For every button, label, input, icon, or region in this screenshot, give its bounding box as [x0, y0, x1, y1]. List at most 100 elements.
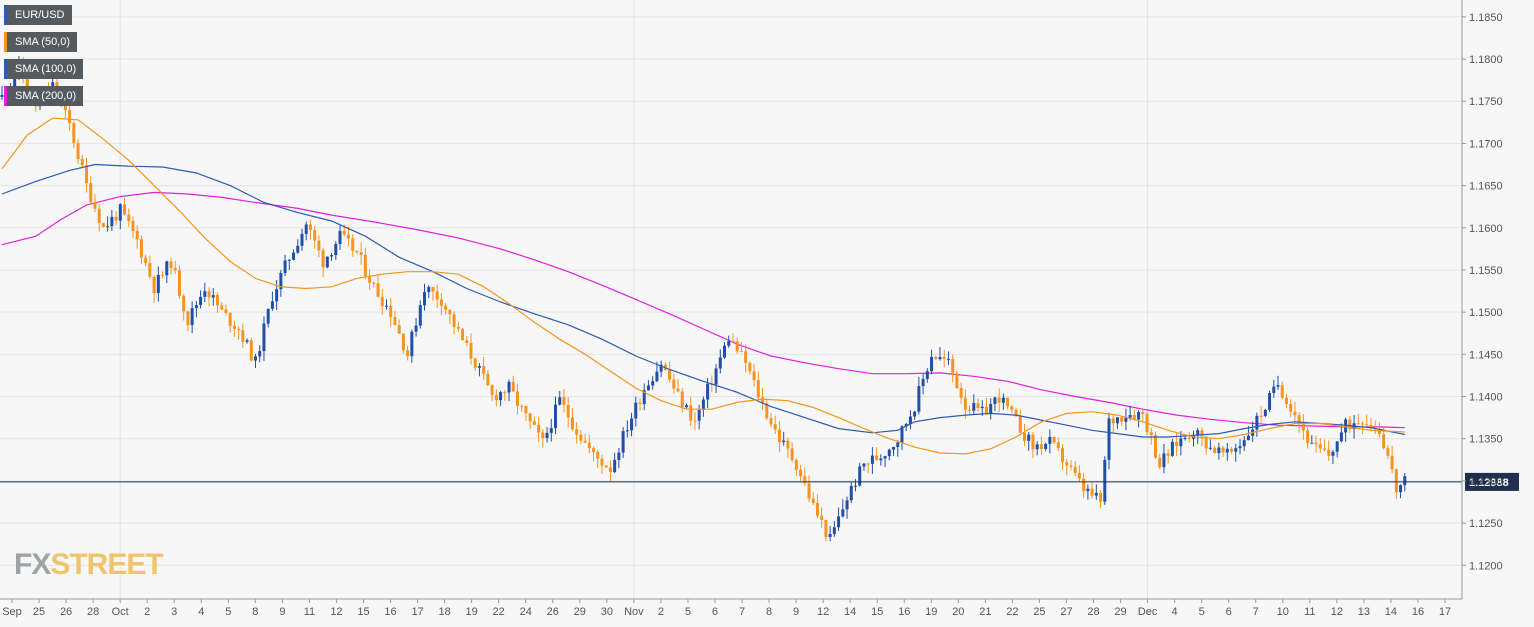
candle-body	[351, 238, 355, 251]
candle-body	[1394, 469, 1398, 493]
candle-body	[913, 411, 917, 417]
candle-body	[549, 428, 553, 433]
candle	[135, 225, 139, 249]
candle-body	[503, 392, 507, 394]
candle	[169, 257, 173, 275]
candle	[1301, 414, 1305, 441]
candle-body	[431, 287, 435, 292]
candle-body	[993, 397, 997, 404]
candle-body	[165, 261, 169, 276]
candle-body	[997, 397, 1001, 403]
candle-body	[228, 312, 232, 326]
candle	[959, 382, 963, 404]
candle-body	[579, 434, 583, 441]
legend-item-eurusd[interactable]: EUR/USD	[4, 5, 72, 25]
candle	[1187, 431, 1191, 443]
candle-body	[587, 442, 591, 449]
candle	[190, 301, 194, 334]
candle	[477, 363, 481, 377]
candle-body	[1086, 488, 1090, 492]
legend-item-sma200[interactable]: SMA (200,0)	[4, 86, 84, 106]
candle	[262, 316, 266, 361]
candle	[925, 368, 929, 383]
candle-body	[279, 273, 283, 290]
candle	[904, 422, 908, 432]
candle-body	[85, 165, 89, 184]
candle-body	[1052, 436, 1056, 443]
candle-body	[477, 366, 481, 368]
candle	[224, 304, 228, 316]
candle-body	[511, 381, 515, 392]
candle-body	[676, 388, 680, 392]
candle	[541, 429, 545, 448]
candle	[537, 417, 541, 442]
candle-body	[799, 469, 803, 477]
x-tick-label: 17	[1439, 606, 1451, 618]
candle	[249, 337, 253, 362]
candle-body	[275, 289, 279, 302]
candle	[532, 416, 536, 426]
candle-body	[1293, 411, 1297, 416]
candle-body	[1339, 432, 1343, 442]
candle	[401, 333, 405, 354]
candle	[837, 507, 841, 531]
candle	[777, 421, 781, 453]
candle-body	[97, 208, 101, 224]
x-tick-label: 14	[844, 606, 856, 618]
candle-body	[1107, 418, 1111, 460]
candle-body	[1090, 488, 1094, 496]
candle-body	[875, 455, 879, 461]
candle-body	[980, 406, 984, 409]
candle-body	[237, 328, 241, 331]
candle-body	[786, 440, 790, 449]
candle-body	[1061, 448, 1065, 463]
candle	[321, 247, 325, 278]
candle-body	[1073, 466, 1077, 473]
candle-body	[106, 226, 110, 228]
candle	[144, 254, 148, 266]
candle	[368, 269, 372, 290]
candle-body	[1335, 441, 1339, 452]
legend-item-sma50[interactable]: SMA (50,0)	[4, 32, 78, 52]
candle-body	[304, 224, 308, 234]
candle	[608, 460, 612, 482]
candle	[1065, 459, 1069, 476]
candle	[1001, 393, 1005, 410]
candle-body	[714, 368, 718, 385]
candle-body	[1306, 430, 1310, 444]
candle	[1153, 431, 1157, 459]
candle-body	[313, 230, 317, 241]
candle	[562, 389, 566, 413]
candle	[338, 224, 342, 251]
x-tick-label: 12	[817, 606, 829, 618]
legend-item-sma100[interactable]: SMA (100,0)	[4, 59, 84, 79]
candle	[896, 440, 900, 457]
candle	[794, 458, 798, 477]
candle	[215, 292, 219, 313]
candle-body	[1221, 447, 1225, 453]
candle	[182, 294, 186, 321]
candle	[870, 447, 874, 474]
candle-body	[1179, 438, 1183, 447]
candle-body	[1344, 419, 1348, 433]
candle-body	[80, 159, 84, 166]
candle	[993, 396, 997, 412]
candle-body	[414, 325, 418, 332]
candle	[853, 479, 857, 492]
sma-layer	[1, 117, 1405, 455]
candle-body	[1065, 462, 1069, 466]
candle-body	[461, 328, 465, 341]
candle-body	[465, 340, 469, 343]
y-tick-label: 1.1650	[1469, 181, 1503, 193]
candle	[756, 371, 760, 400]
candle	[287, 258, 291, 271]
candle	[1208, 439, 1212, 451]
candle	[684, 403, 688, 410]
candle-body	[1314, 442, 1318, 445]
x-tick-label: 20	[952, 606, 964, 618]
candle	[97, 203, 101, 232]
candle	[1348, 415, 1352, 434]
candle-body	[554, 404, 558, 429]
candle	[203, 282, 207, 303]
